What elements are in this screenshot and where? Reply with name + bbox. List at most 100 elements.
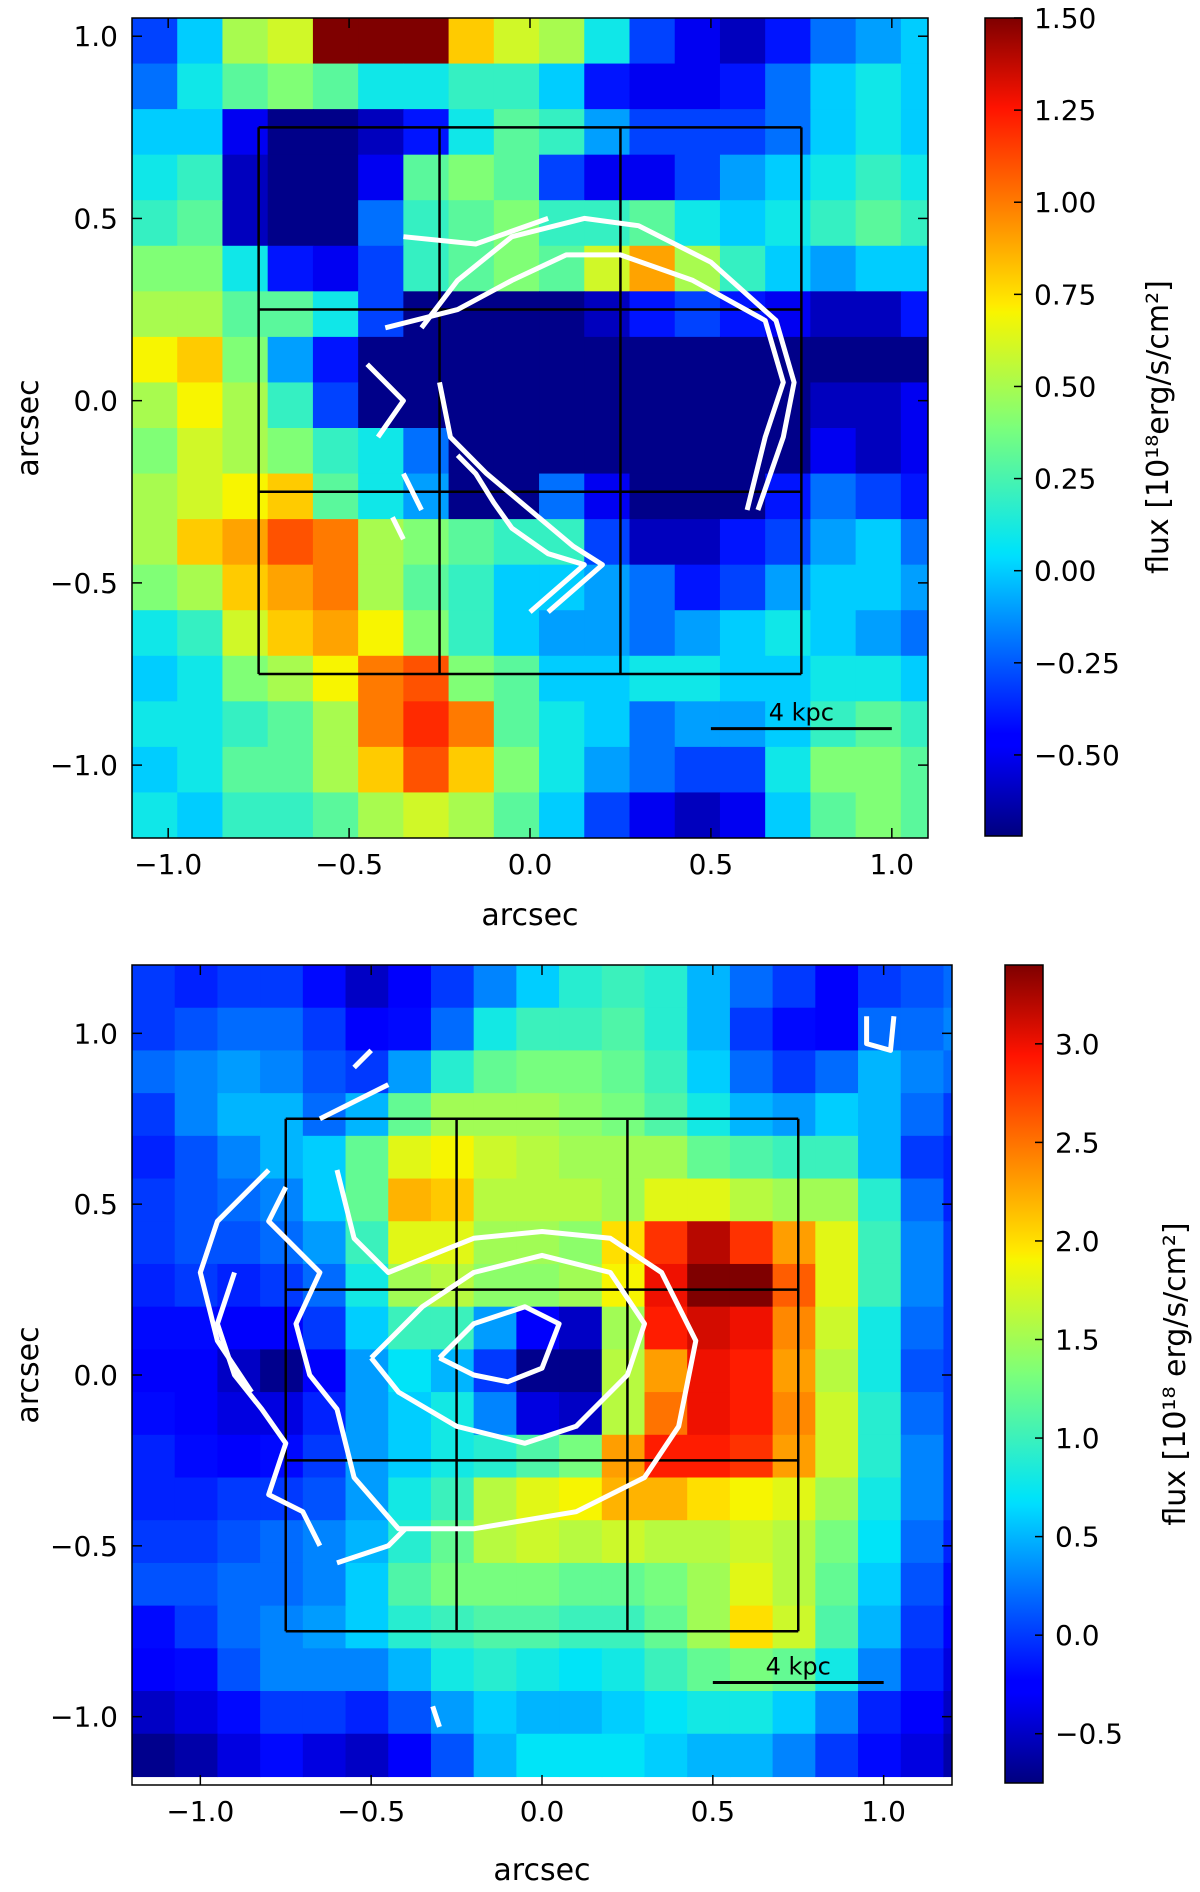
heatmap-cell: [539, 154, 585, 201]
contour-line: [369, 1252, 647, 1446]
heatmap-cell: [815, 1392, 859, 1436]
heatmap-cell: [132, 1562, 176, 1607]
heatmap-cell: [132, 154, 178, 201]
heatmap-cell: [601, 1007, 646, 1052]
colorbar-tick-label: 0.5: [1055, 1521, 1100, 1554]
contour-line: [365, 362, 406, 439]
heatmap-cell: [430, 1093, 475, 1137]
x-axis-label: arcsec: [481, 898, 578, 933]
heatmap-cell: [312, 382, 359, 429]
heatmap-cell: [815, 1520, 859, 1564]
heatmap-cell: [448, 701, 495, 748]
heatmap-cell: [559, 1562, 603, 1607]
contour-lines: [365, 215, 797, 614]
heatmap-cells: [132, 965, 952, 1778]
heatmap-cell: [473, 1178, 517, 1222]
colorbar-tick-label: 0.75: [1034, 278, 1096, 311]
x-tick-label: 0.0: [520, 1795, 565, 1828]
heatmap-cell: [644, 1605, 688, 1649]
heatmap-cell: [858, 1093, 902, 1137]
heatmap-cell: [674, 519, 721, 566]
y-tick-label: 0.0: [73, 1359, 118, 1392]
heatmap-cell: [345, 1562, 389, 1607]
heatmap-cell: [900, 1263, 945, 1308]
heatmap-cell: [222, 564, 269, 611]
heatmap-cell: [815, 1562, 859, 1607]
heatmap-cell: [719, 564, 766, 611]
heatmap-cell: [430, 1007, 475, 1052]
heatmap-cell: [260, 1605, 304, 1649]
heatmap-cell: [516, 1648, 560, 1692]
heatmap-cell: [177, 200, 224, 247]
heatmap-cell: [601, 1733, 646, 1778]
heatmap-cell: [132, 792, 178, 838]
heatmap-cell: [388, 965, 432, 1009]
heatmap-cell: [644, 1007, 688, 1052]
heatmap-cell: [345, 1007, 389, 1052]
heatmap-cell: [687, 1178, 731, 1222]
heatmap-cell: [687, 1562, 731, 1607]
heatmap-cell: [810, 428, 857, 475]
heatmap-cell: [810, 200, 857, 247]
heatmap-cell: [267, 291, 314, 338]
heatmap-cell: [629, 109, 676, 156]
heatmap-cell: [674, 701, 721, 748]
heatmap-cell: [674, 336, 721, 384]
heatmap-cell: [312, 701, 359, 748]
colorbar-tick-label: −0.5: [1055, 1718, 1123, 1751]
heatmap-cell: [132, 428, 178, 475]
heatmap-cell: [729, 1349, 774, 1393]
heatmap-cell: [217, 965, 261, 1009]
heatmap-cell: [260, 965, 304, 1009]
heatmap-cell: [177, 655, 224, 702]
heatmap-cell: [629, 428, 676, 475]
x-tick-label: 1.0: [870, 848, 915, 881]
heatmap-cell: [858, 1434, 902, 1479]
heatmap-cell: [674, 792, 721, 838]
colorbar-tick-label: 3.0: [1055, 1028, 1100, 1061]
heatmap-cell: [719, 382, 766, 429]
y-tick-label: 1.0: [73, 20, 118, 53]
x-tick-label: 0.0: [508, 848, 553, 881]
heatmap-cell: [559, 1007, 603, 1052]
heatmap-cell: [177, 382, 224, 429]
contour-line: [437, 1304, 562, 1385]
contour-line: [455, 453, 587, 614]
heatmap-cell: [900, 1007, 945, 1052]
heatmap-cell: [132, 1178, 176, 1222]
heatmap-cell: [900, 792, 928, 838]
heatmap-cell: [358, 18, 404, 65]
heatmap-cell: [448, 291, 495, 338]
heatmap-cell: [559, 1691, 603, 1735]
heatmap-cell: [772, 965, 816, 1009]
heatmap-cell: [858, 1691, 902, 1735]
heatmap-cell: [810, 154, 857, 201]
heatmap-cell: [448, 336, 495, 384]
colorbar-tick-label: 1.00: [1034, 186, 1096, 219]
heatmap-cell: [559, 1135, 603, 1180]
heatmap-cell: [674, 291, 721, 338]
heatmap-cell: [312, 154, 359, 201]
heatmap-cell: [855, 428, 902, 475]
y-tick-label: 1.0: [73, 1017, 118, 1050]
heatmap-cell: [943, 1093, 952, 1137]
heatmap-cell: [815, 1263, 859, 1308]
heatmap-cell: [312, 473, 359, 520]
heatmap-cell: [765, 610, 812, 657]
heatmap-cell: [943, 1392, 952, 1436]
colorbar-tick-label: −0.50: [1034, 739, 1120, 772]
heatmap-cell: [644, 1477, 688, 1521]
heatmap-cell: [943, 1733, 952, 1778]
heatmap-cell: [539, 382, 585, 429]
heatmap-cell: [900, 382, 928, 429]
heatmap-cell: [222, 428, 269, 475]
heatmap-cell: [177, 746, 224, 794]
heatmap-cell: [403, 838, 449, 884]
heatmap-cell: [493, 336, 540, 384]
heatmap-cell: [448, 154, 495, 201]
heatmap-cell: [388, 1691, 432, 1735]
heatmap-cell: [222, 63, 269, 110]
heatmap-cell: [855, 382, 902, 429]
heatmap-cell: [772, 1349, 816, 1393]
heatmap-cell: [765, 564, 812, 611]
